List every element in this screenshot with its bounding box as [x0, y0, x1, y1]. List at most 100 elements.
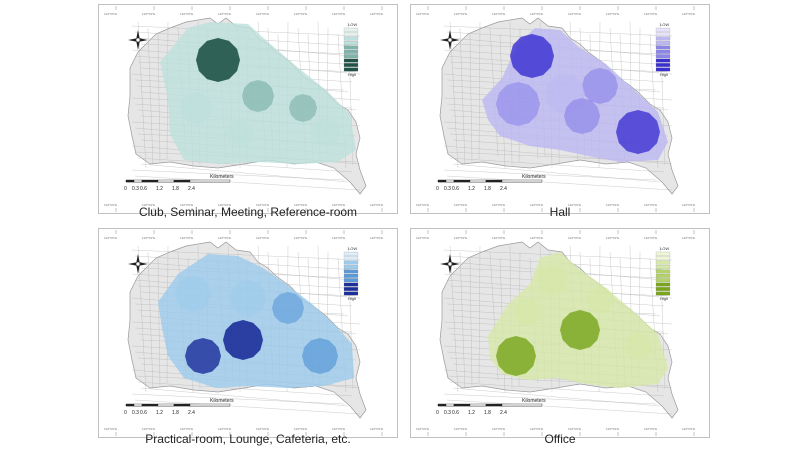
road-line — [147, 27, 154, 166]
scale-tick-label: 0.6 — [452, 186, 459, 192]
tick-label-bottom: 126°5'0"E — [332, 203, 345, 207]
legend-swatch — [343, 54, 359, 59]
scale-tick-label: 0.3 — [444, 186, 451, 192]
scale-unit-label: Kilometers — [210, 174, 234, 180]
tick-label-top: 126°5'0"E — [104, 236, 117, 240]
road-line — [131, 249, 361, 261]
legend-swatch — [655, 269, 671, 274]
legend-swatch — [343, 36, 359, 41]
map-panel-4: 126°5'0"E 126°5'0"E 126°5'0"E 126°5'0"E 126°… — [410, 228, 710, 438]
scale-bar-segment — [437, 179, 447, 183]
road-line — [452, 163, 661, 183]
tick-label-bottom: 126°5'0"E — [492, 203, 505, 207]
hotspot-zone — [180, 92, 212, 124]
scale-tick-label: 0.3 — [444, 410, 451, 416]
scale-tick-label: 0 — [124, 186, 127, 192]
tick-label-bottom: 126°5'0"E — [256, 427, 269, 431]
legend: LOW High — [655, 22, 671, 77]
hotspot-zone — [242, 80, 274, 112]
hotspot-zone — [514, 298, 542, 326]
scale-bar: Kilometers 0 0.3 0.6 1.2 1.8 2.4 — [436, 174, 546, 192]
legend-swatch — [343, 278, 359, 283]
north-arrow-icon — [440, 254, 460, 274]
map-caption-3: Practical-room, Lounge, Cafeteria, etc. — [145, 432, 351, 446]
scale-tick-label: 2.4 — [188, 410, 195, 416]
tick-label-top: 126°5'0"E — [332, 236, 345, 240]
scale-bar-segment — [437, 403, 447, 407]
tick-label-top: 126°5'0"E — [492, 12, 505, 16]
hotspot-zone — [564, 98, 600, 134]
scale-bar-segment — [189, 403, 231, 407]
tick-label-bottom: 126°5'0"E — [454, 427, 467, 431]
hotspot-zone — [196, 38, 240, 82]
road-line — [459, 27, 466, 166]
scale-tick-label: 1.2 — [156, 186, 163, 192]
road-line — [449, 157, 665, 173]
north-arrow-icon — [128, 254, 148, 274]
tick-label-bottom: 126°5'0"E — [416, 203, 429, 207]
tick-label-bottom: 126°5'0"E — [644, 427, 657, 431]
tick-label-top: 126°5'0"E — [104, 12, 117, 16]
scale-bar-segment — [157, 179, 175, 183]
tick-label-bottom: 126°5'0"E — [142, 427, 155, 431]
road-line — [137, 21, 147, 169]
scale-unit-label: Kilometers — [522, 398, 546, 404]
road-line — [137, 245, 147, 393]
tick-label-bottom: 126°5'0"E — [606, 427, 619, 431]
tick-label-top: 126°5'0"E — [644, 236, 657, 240]
scale-bar-segment — [445, 179, 455, 183]
tick-label-top: 126°5'0"E — [606, 236, 619, 240]
road-line — [157, 257, 161, 387]
map-figure-1: 126°5'0"E 126°5'0"E 126°5'0"E 126°5'0"E 126°… — [98, 4, 398, 214]
scale-tick-label: 1.8 — [484, 410, 491, 416]
legend-swatch — [343, 282, 359, 287]
road-line — [449, 21, 459, 169]
tick-label-bottom: 126°5'0"E — [416, 427, 429, 431]
legend-high-label: High — [348, 72, 356, 77]
road-line — [140, 387, 349, 407]
legend-swatch — [655, 278, 671, 283]
hotspot-zone — [223, 320, 263, 360]
scale-bar-segment — [485, 179, 503, 183]
scale-bar-segment — [469, 179, 487, 183]
legend-low-label: LOW — [660, 22, 669, 27]
tick-label-bottom: 126°5'0"E — [218, 203, 231, 207]
legend-swatch — [343, 269, 359, 274]
scale-bar: Kilometers 0 0.3 0.6 1.2 1.8 2.4 — [124, 398, 234, 416]
scale-tick-label: 0.6 — [452, 410, 459, 416]
scale-bar-segment — [453, 403, 471, 407]
legend-swatch — [655, 273, 671, 278]
tick-label-bottom: 126°5'0"E — [682, 203, 695, 207]
legend-swatch — [343, 41, 359, 45]
hotspot-zone — [536, 264, 568, 296]
tick-label-top: 126°5'0"E — [454, 12, 467, 16]
road-line — [449, 381, 665, 397]
road-line — [131, 393, 345, 405]
hotspot-zone — [272, 292, 304, 324]
north-arrow-center — [135, 261, 141, 267]
scale-tick-label: 2.4 — [188, 186, 195, 192]
scale-bar-segment — [485, 403, 503, 407]
tick-label-bottom: 126°5'0"E — [294, 203, 307, 207]
tick-label-top: 126°5'0"E — [530, 236, 543, 240]
legend-swatch — [343, 273, 359, 278]
tick-label-top: 126°5'0"E — [416, 12, 429, 16]
legend: LOW High — [343, 22, 359, 77]
hotspot-zone — [312, 118, 340, 146]
legend-swatch — [655, 63, 671, 67]
hotspot-zone — [510, 34, 554, 78]
north-arrow-center — [135, 37, 141, 43]
scale-bar-segment — [445, 403, 455, 407]
tick-label-top: 126°5'0"E — [294, 236, 307, 240]
tick-label-top: 126°5'0"E — [142, 12, 155, 16]
map-panel-2: 126°5'0"E 126°5'0"E 126°5'0"E 126°5'0"E 126°… — [410, 4, 710, 214]
tick-label-top: 126°5'0"E — [492, 236, 505, 240]
tick-label-top: 126°5'0"E — [180, 12, 193, 16]
legend: LOW High — [655, 246, 671, 301]
tick-label-bottom: 126°5'0"E — [256, 203, 269, 207]
map-caption-2: Hall — [549, 205, 571, 219]
hotspot-zone — [496, 82, 540, 126]
road-line — [459, 251, 466, 390]
tick-label-top: 126°5'0"E — [256, 236, 269, 240]
road-line — [134, 399, 361, 415]
